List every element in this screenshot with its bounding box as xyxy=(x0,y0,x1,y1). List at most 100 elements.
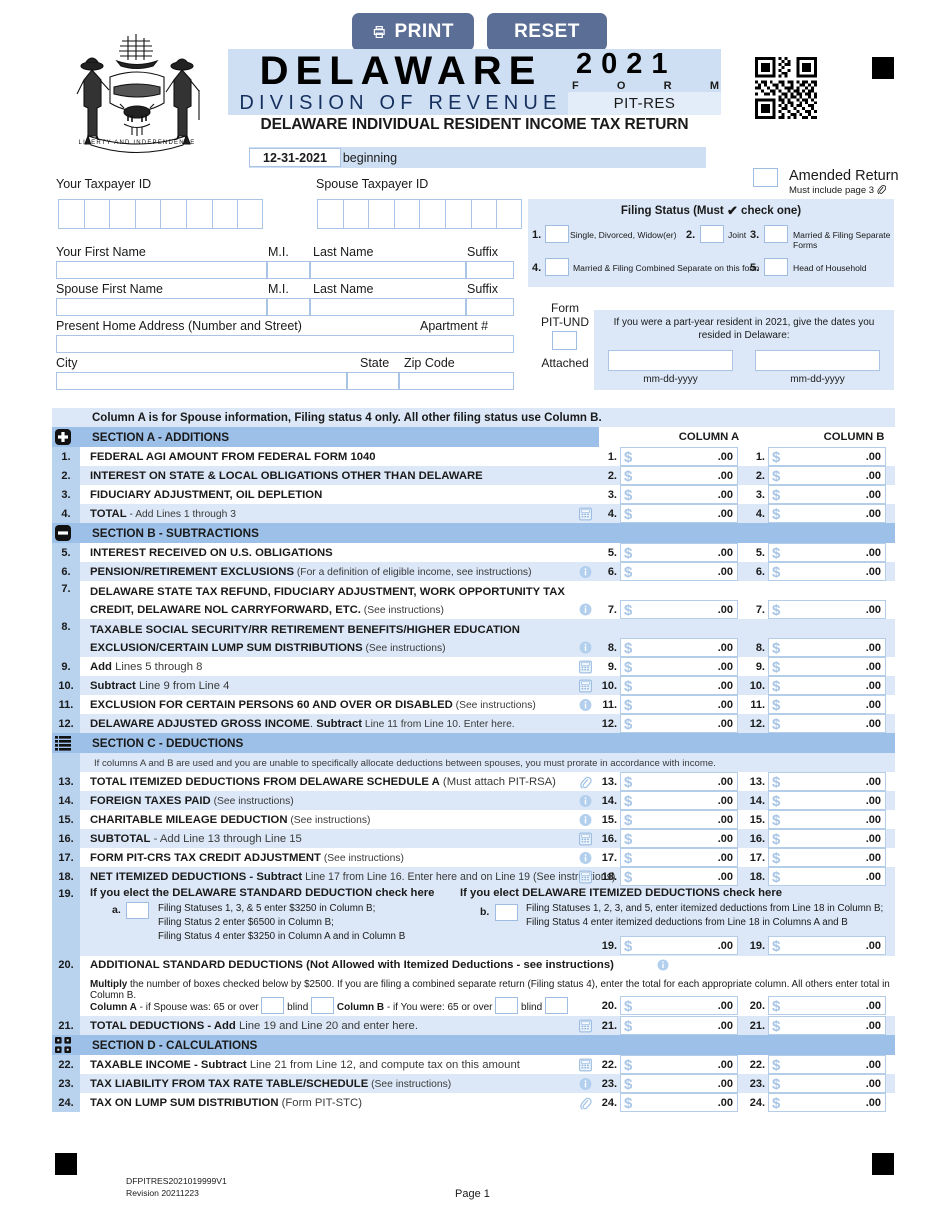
info-icon[interactable] xyxy=(657,959,669,971)
column-b-input[interactable]: $ .00 xyxy=(768,1055,886,1074)
spouse-mi-input[interactable] xyxy=(267,298,310,316)
calculator-icon[interactable] xyxy=(579,507,592,520)
id-digit-cell[interactable] xyxy=(83,199,110,229)
column-a-input[interactable]: $ .00 xyxy=(620,543,738,562)
id-digit-cell[interactable] xyxy=(317,199,343,229)
column-b-input[interactable]: $ .00 xyxy=(768,810,886,829)
column-a-input[interactable]: $ .00 xyxy=(620,848,738,867)
column-a-input[interactable]: $ .00 xyxy=(620,657,738,676)
filing-status-1-checkbox[interactable] xyxy=(545,225,569,243)
part-year-to-input[interactable] xyxy=(755,350,880,371)
id-digit-cell[interactable] xyxy=(496,199,522,229)
id-digit-cell[interactable] xyxy=(185,199,212,229)
itemized-deduction-checkbox[interactable] xyxy=(495,904,518,921)
column-b-input[interactable]: $ .00 xyxy=(768,1016,886,1035)
you-blind-checkbox[interactable] xyxy=(544,997,568,1014)
info-icon[interactable] xyxy=(579,851,592,864)
column-a-input[interactable]: $ .00 xyxy=(620,1055,738,1074)
column-a-input[interactable]: $ .00 xyxy=(620,676,738,695)
column-a-input[interactable]: $ .00 xyxy=(620,695,738,714)
id-digit-cell[interactable] xyxy=(444,199,471,229)
calculator-icon[interactable] xyxy=(579,832,592,845)
id-digit-cell[interactable] xyxy=(58,199,84,229)
column-b-input[interactable]: $ .00 xyxy=(768,676,886,695)
calculator-icon[interactable] xyxy=(579,870,592,883)
info-icon[interactable] xyxy=(579,641,592,654)
id-digit-cell[interactable] xyxy=(393,199,420,229)
id-digit-cell[interactable] xyxy=(109,199,135,229)
column-a-input[interactable]: $ .00 xyxy=(620,1074,738,1093)
column-b-input[interactable]: $ .00 xyxy=(768,936,886,955)
column-a-input[interactable]: $ .00 xyxy=(620,600,738,619)
info-icon[interactable] xyxy=(579,603,592,616)
state-input[interactable] xyxy=(347,372,399,390)
id-digit-cell[interactable] xyxy=(342,199,369,229)
column-b-input[interactable]: $ .00 xyxy=(768,714,886,733)
column-a-input[interactable]: $ .00 xyxy=(620,714,738,733)
column-a-input[interactable]: $ .00 xyxy=(620,810,738,829)
part-year-from-input[interactable] xyxy=(608,350,733,371)
spouse-65-checkbox[interactable] xyxy=(261,997,285,1014)
column-a-input[interactable]: $ .00 xyxy=(620,1016,738,1035)
column-b-input[interactable]: $ .00 xyxy=(768,1093,886,1112)
column-b-input[interactable]: $ .00 xyxy=(768,867,886,886)
column-b-input[interactable]: $ .00 xyxy=(768,996,886,1015)
column-b-input[interactable]: $ .00 xyxy=(768,600,886,619)
column-b-input[interactable]: $ .00 xyxy=(768,791,886,810)
info-icon[interactable] xyxy=(579,794,592,807)
paperclip-icon[interactable] xyxy=(579,775,592,788)
column-a-input[interactable]: $ .00 xyxy=(620,638,738,657)
column-b-input[interactable]: $ .00 xyxy=(768,638,886,657)
column-a-input[interactable]: $ .00 xyxy=(620,485,738,504)
column-b-input[interactable]: $ .00 xyxy=(768,447,886,466)
spouse-taxpayer-id-input[interactable] xyxy=(317,199,522,229)
column-b-input[interactable]: $ .00 xyxy=(768,562,886,581)
calculator-icon[interactable] xyxy=(579,1019,592,1032)
filing-status-4-checkbox[interactable] xyxy=(545,258,569,276)
spouse-last-name-input[interactable] xyxy=(310,298,466,316)
column-b-input[interactable]: $ .00 xyxy=(768,772,886,791)
id-digit-cell[interactable] xyxy=(419,199,445,229)
column-a-input[interactable]: $ .00 xyxy=(620,772,738,791)
column-b-input[interactable]: $ .00 xyxy=(768,695,886,714)
calculator-icon[interactable] xyxy=(579,1058,592,1071)
column-a-input[interactable]: $ .00 xyxy=(620,447,738,466)
reset-button[interactable]: RESET xyxy=(487,13,607,51)
column-b-input[interactable]: $ .00 xyxy=(768,848,886,867)
pit-und-attached-checkbox[interactable] xyxy=(552,331,577,350)
your-last-name-input[interactable] xyxy=(310,261,466,279)
standard-deduction-checkbox[interactable] xyxy=(126,902,149,919)
spouse-suffix-input[interactable] xyxy=(466,298,514,316)
column-b-input[interactable]: $ .00 xyxy=(768,485,886,504)
paperclip-icon[interactable] xyxy=(579,1096,592,1109)
column-a-input[interactable]: $ .00 xyxy=(620,562,738,581)
info-icon[interactable] xyxy=(579,565,592,578)
filing-status-5-checkbox[interactable] xyxy=(764,258,788,276)
id-digit-cell[interactable] xyxy=(134,199,161,229)
spouse-first-name-input[interactable] xyxy=(56,298,267,316)
column-a-input[interactable]: $ .00 xyxy=(620,466,738,485)
city-input[interactable] xyxy=(56,372,347,390)
address-input[interactable] xyxy=(56,335,514,353)
calculator-icon[interactable] xyxy=(579,679,592,692)
filing-status-2-checkbox[interactable] xyxy=(700,225,724,243)
column-b-input[interactable]: $ .00 xyxy=(768,466,886,485)
column-a-input[interactable]: $ .00 xyxy=(620,504,738,523)
column-b-input[interactable]: $ .00 xyxy=(768,829,886,848)
column-a-input[interactable]: $ .00 xyxy=(620,996,738,1015)
filing-status-3-checkbox[interactable] xyxy=(764,225,788,243)
zip-input[interactable] xyxy=(399,372,514,390)
spouse-blind-checkbox[interactable] xyxy=(311,997,335,1014)
column-a-input[interactable]: $ .00 xyxy=(620,1093,738,1112)
column-a-input[interactable]: $ .00 xyxy=(620,936,738,955)
column-b-input[interactable]: $ .00 xyxy=(768,1074,886,1093)
your-suffix-input[interactable] xyxy=(466,261,514,279)
id-digit-cell[interactable] xyxy=(368,199,394,229)
column-a-input[interactable]: $ .00 xyxy=(620,867,738,886)
column-a-input[interactable]: $ .00 xyxy=(620,791,738,810)
column-b-input[interactable]: $ .00 xyxy=(768,543,886,562)
your-first-name-input[interactable] xyxy=(56,261,267,279)
column-b-input[interactable]: $ .00 xyxy=(768,657,886,676)
calculator-icon[interactable] xyxy=(579,660,592,673)
fiscal-end-input[interactable]: 12-31-2021 xyxy=(249,148,341,167)
